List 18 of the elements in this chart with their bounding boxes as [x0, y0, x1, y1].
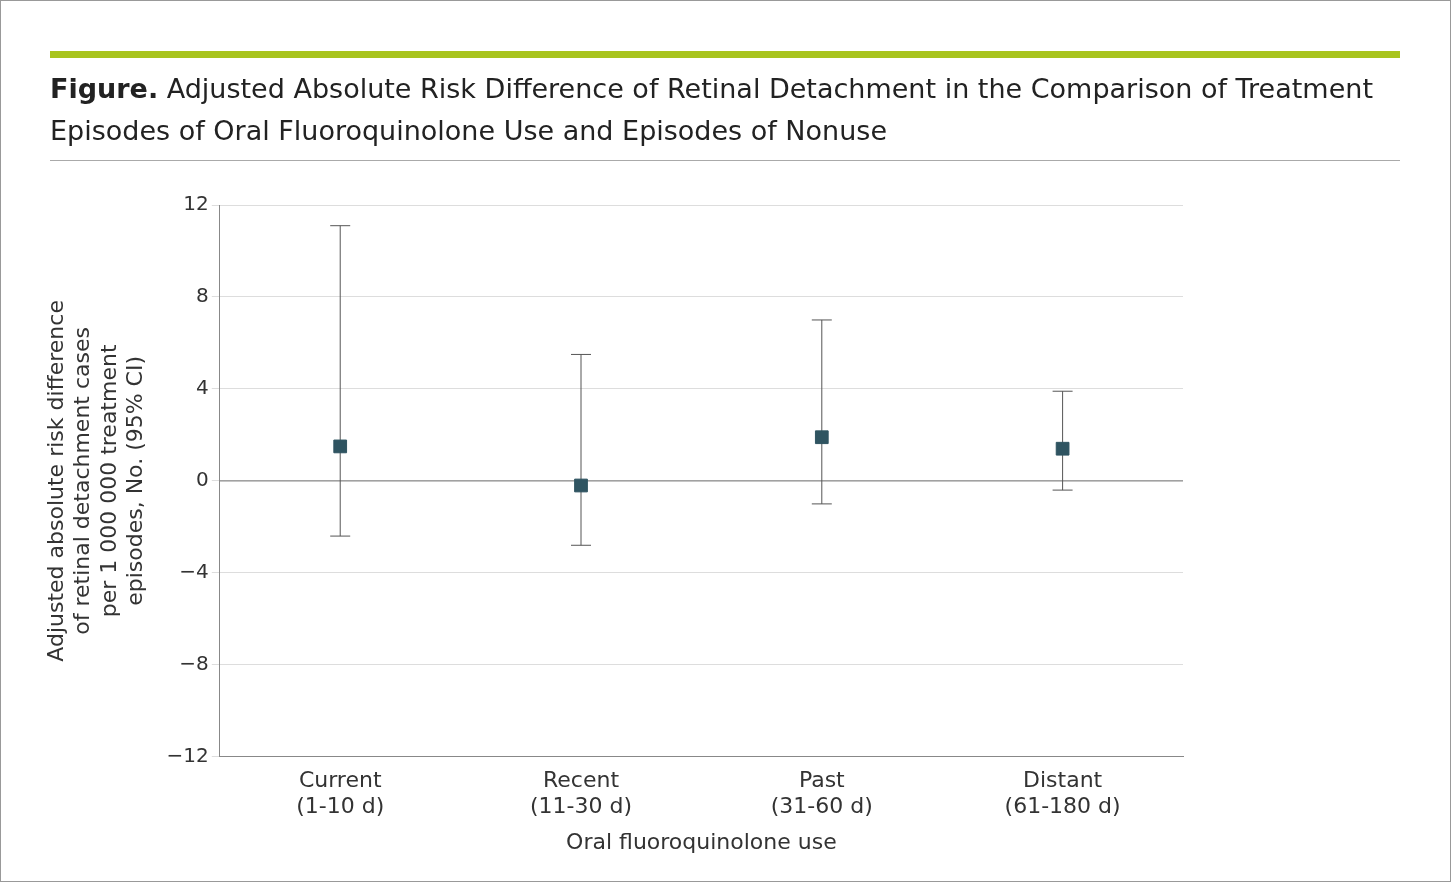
- y-tick-label: 4: [196, 375, 209, 400]
- y-axis-title: Adjusted absolute risk difference of retinal detachment cases per 1 000 000 treatment episodes, No. (95% CI): [42, 300, 148, 662]
- y-tick-label: 12: [183, 191, 209, 216]
- y-tick-label: 8: [196, 283, 209, 308]
- y-tick-label: −4: [179, 559, 209, 584]
- y-tick-label: 0: [196, 467, 209, 492]
- point: [814, 430, 829, 445]
- point: [1055, 441, 1070, 456]
- chart-title: Figure. Adjusted Absolute Risk Difference of Retinal Detachment in the Comparison of Treatment Episodes of Oral Fluoroquinolone Use and Episodes of Nonuse: [50, 68, 1400, 161]
- point: [574, 478, 588, 493]
- y-tick-label: −12: [166, 743, 209, 767]
- x-axis-title: Oral fluoroquinolone use: [566, 828, 837, 854]
- point: [333, 439, 348, 454]
- x-tick-label: Past (31-60 d): [770, 766, 873, 819]
- x-tick-label: Distant (61-180 d): [1004, 766, 1121, 819]
- x-tick-label: Current (1-10 d): [296, 766, 385, 819]
- y-tick-label: −8: [179, 651, 209, 676]
- x-tick-label: Recent (11-30 d): [529, 766, 633, 819]
